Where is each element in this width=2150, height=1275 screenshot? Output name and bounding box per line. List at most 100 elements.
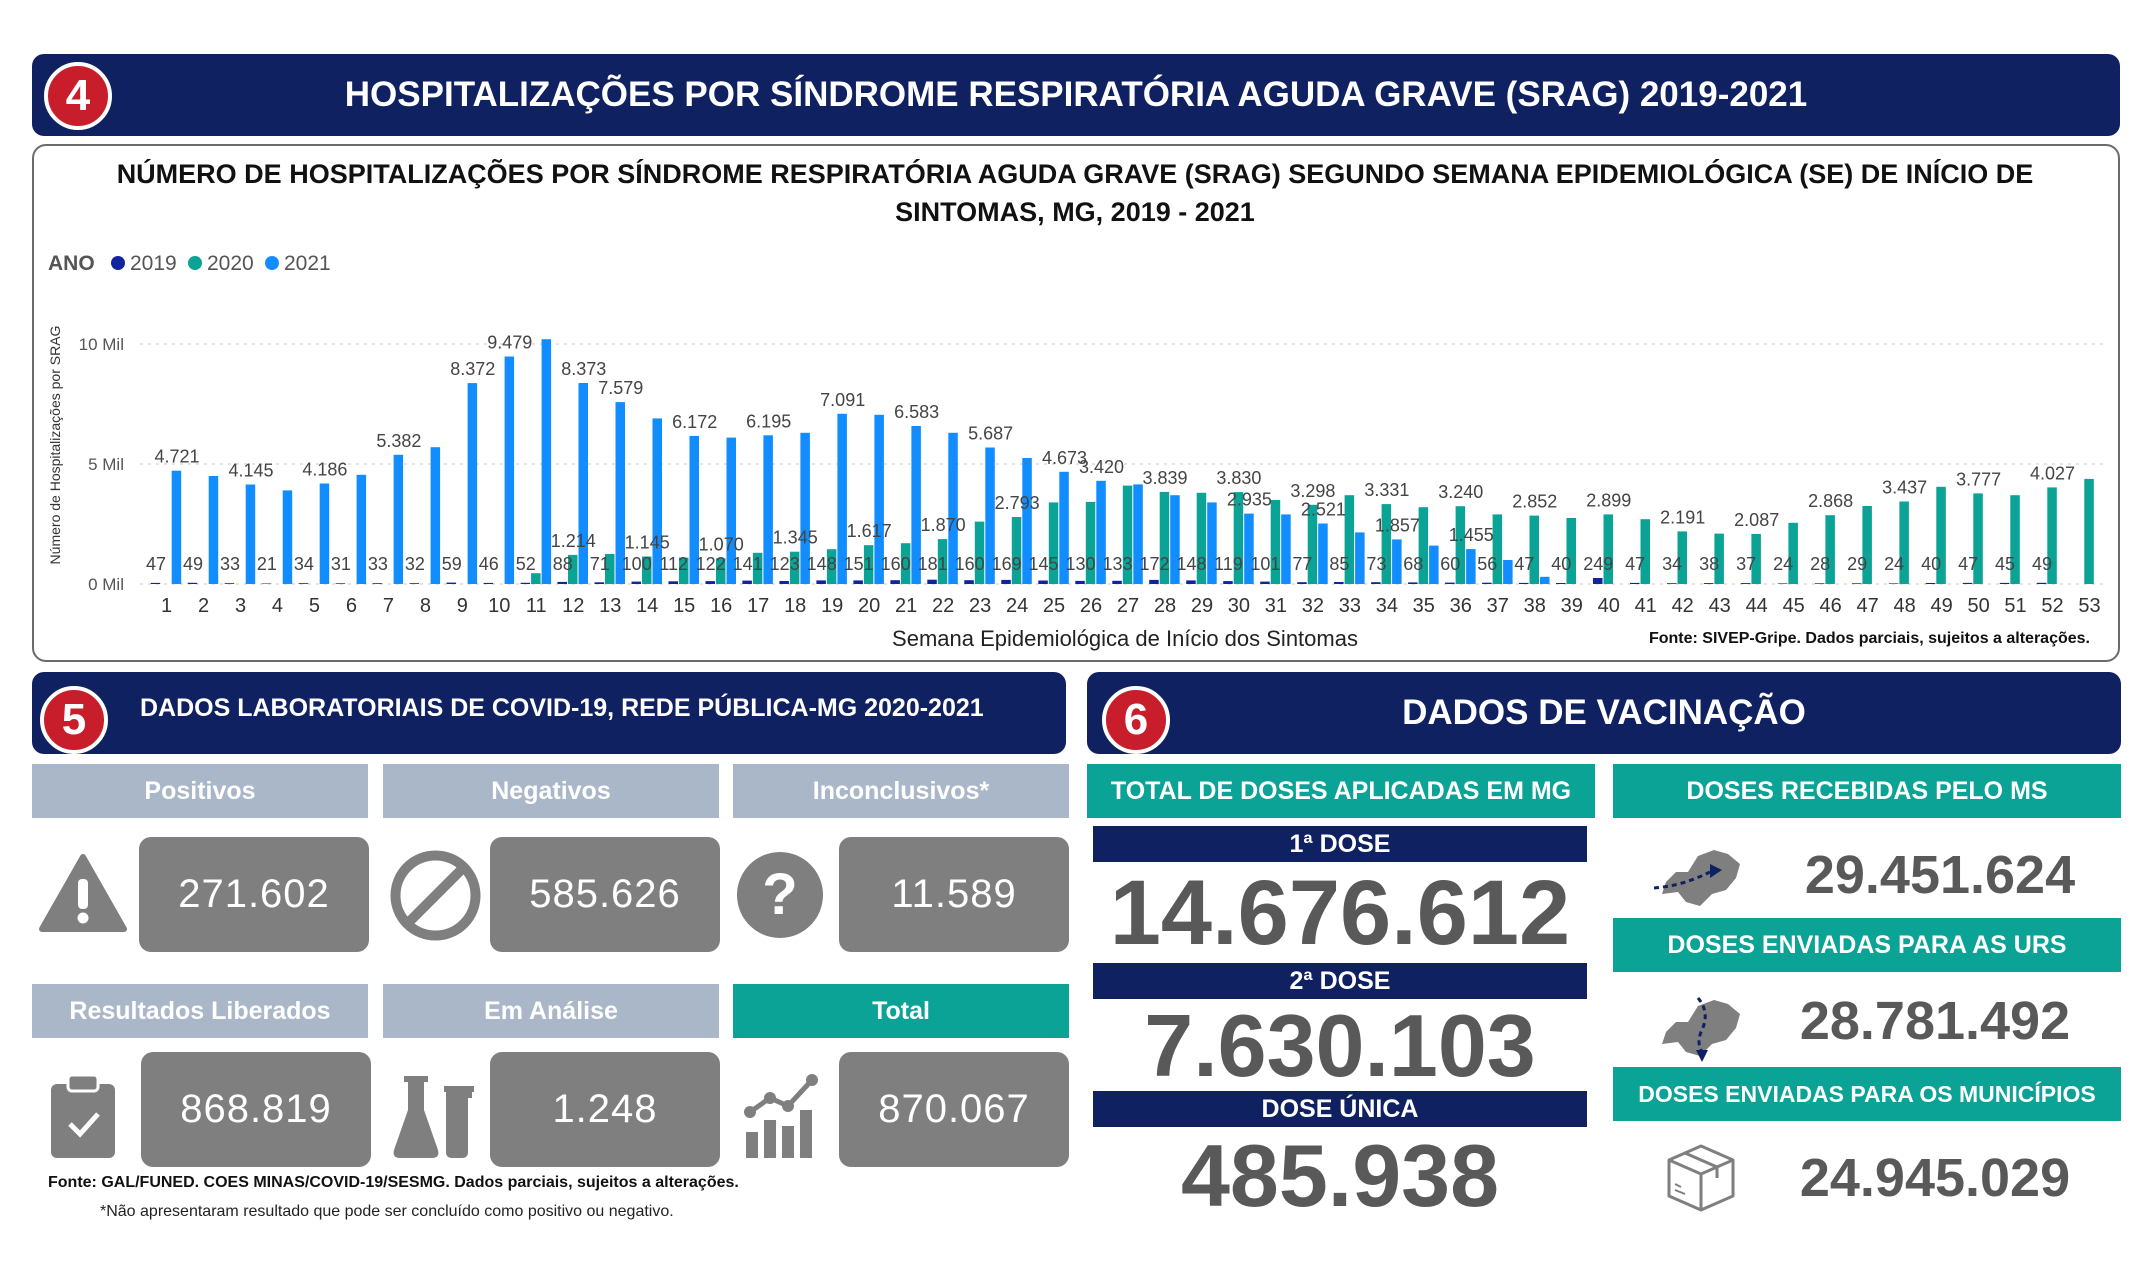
x-tick-label: 22 <box>932 595 954 617</box>
bar-2021-week-12 <box>578 383 588 584</box>
positivos-value: 271.602 <box>139 837 369 952</box>
data-label-2019-week-47: 29 <box>1847 554 1867 574</box>
bar-2020-week-42 <box>1677 531 1687 584</box>
bar-2020-week-26 <box>1085 501 1096 584</box>
bar-2021-week-3 <box>245 484 256 584</box>
bar-2019-week-50 <box>1962 582 1973 584</box>
bar-2019-week-28 <box>1149 579 1159 584</box>
bar-2019-week-34 <box>1371 582 1381 584</box>
bar-2020-week-33 <box>1344 495 1355 584</box>
bar-2021-week-28 <box>1170 495 1180 584</box>
bar-2020-week-11 <box>531 573 541 584</box>
data-label-2021-week-10: 9.479 <box>487 333 532 353</box>
data-label-2020-week-22: 1.870 <box>921 515 966 535</box>
bar-2020-week-36 <box>1455 506 1466 584</box>
x-tick-label: 36 <box>1450 595 1472 617</box>
legend-marker-2019 <box>111 256 125 270</box>
data-label-2019-week-34: 73 <box>1366 554 1386 574</box>
bar-2020-week-29 <box>1196 492 1207 584</box>
bar-2019-week-25 <box>1038 580 1048 584</box>
doses-recebidas-header: DOSES RECEBIDAS PELO MS <box>1613 764 2121 818</box>
data-label-2020-week-50: 3.777 <box>1956 469 2001 489</box>
bar-2021-week-11 <box>541 339 552 584</box>
data-label-2019-week-40: 249 <box>1583 554 1613 574</box>
legend-label-2020: 2020 <box>207 252 254 275</box>
data-label-2020-week-36: 3.240 <box>1438 482 1483 502</box>
data-label-2020-week-28: 3.839 <box>1142 468 1187 488</box>
y-tick-label: 5 Mil <box>88 455 124 474</box>
section6-badge: 6 <box>1102 686 1170 754</box>
x-tick-label: 29 <box>1191 595 1213 617</box>
bar-2021-week-1 <box>171 470 182 584</box>
bar-2021-week-15 <box>689 435 699 584</box>
data-label-2020-week-38: 2.852 <box>1512 492 1557 512</box>
data-label-2021-week-3: 4.145 <box>228 461 273 481</box>
bar-2019-week-37 <box>1482 582 1492 584</box>
bar-2020-week-50 <box>1973 493 1983 584</box>
lab-flask-icon <box>393 1076 474 1158</box>
data-label-2019-week-27: 133 <box>1102 554 1132 574</box>
bar-2019-week-27 <box>1112 580 1122 584</box>
data-label-2020-week-46: 2.868 <box>1808 491 1853 511</box>
data-label-2021-week-19: 7.091 <box>820 390 865 410</box>
y-tick-label: 10 Mil <box>79 335 124 354</box>
bar-2021-week-34 <box>1392 539 1402 584</box>
bar-2019-week-21 <box>890 580 900 584</box>
bar-2020-week-45 <box>1788 522 1798 584</box>
section6-title: DADOS DE VACINAÇÃO <box>1402 693 1806 732</box>
data-label-2019-week-49: 40 <box>1921 554 1941 574</box>
bar-2020-week-31 <box>1270 500 1281 584</box>
bar-2020-week-34 <box>1381 504 1392 584</box>
chart-title-line2: SINTOMAS, MG, 2019 - 2021 <box>895 197 1255 227</box>
bar-2020-week-19 <box>826 549 837 584</box>
chart-panel <box>32 144 2120 662</box>
bar-2019-week-7 <box>372 583 383 584</box>
x-tick-label: 21 <box>895 595 917 617</box>
bar-2019-week-40 <box>1593 578 1603 584</box>
bar-2019-week-5 <box>298 583 309 584</box>
bar-2020-week-20 <box>863 545 874 584</box>
growth-chart-icon <box>744 1074 818 1158</box>
data-label-2021-week-21: 6.583 <box>894 402 939 422</box>
data-label-2019-week-22: 181 <box>918 554 948 574</box>
data-label-2020-week-12: 1.214 <box>551 531 596 551</box>
bar-2019-week-22 <box>927 579 937 584</box>
x-tick-label: 51 <box>2004 595 2026 617</box>
x-tick-label: 43 <box>1709 595 1731 617</box>
doses-urs-value: 28.781.492 <box>1799 991 2071 1051</box>
bar-2019-week-33 <box>1334 582 1344 584</box>
data-label-2021-week-7: 5.382 <box>376 431 421 451</box>
data-label-2019-week-7: 33 <box>368 554 388 574</box>
data-label-2021-week-9: 8.372 <box>450 359 495 379</box>
bar-2019-week-44 <box>1740 583 1751 584</box>
bar-2019-week-29 <box>1186 580 1196 584</box>
x-tick-label: 49 <box>1930 595 1952 617</box>
data-label-2019-week-25: 145 <box>1028 554 1058 574</box>
bar-2020-week-27 <box>1122 485 1133 584</box>
bar-2019-week-8 <box>409 583 420 584</box>
doses-recebidas-value: 29.451.624 <box>1804 845 2076 905</box>
bar-2019-week-49 <box>1925 583 1936 584</box>
bar-2019-week-18 <box>779 581 789 584</box>
x-tick-label: 34 <box>1376 595 1398 617</box>
data-label-2019-week-21: 160 <box>881 554 911 574</box>
data-label-2019-week-29: 148 <box>1176 554 1206 574</box>
data-label-2019-week-30: 119 <box>1214 554 1243 574</box>
data-label-2020-week-40: 2.899 <box>1586 490 1631 510</box>
x-tick-label: 47 <box>1856 595 1878 617</box>
bar-2021-week-9 <box>467 383 478 584</box>
data-label-2019-week-39: 40 <box>1551 554 1571 574</box>
data-label-2020-week-24: 2.793 <box>995 493 1040 513</box>
bar-2020-week-47 <box>1862 506 1872 584</box>
bar-2021-week-6 <box>356 474 367 584</box>
x-tick-label: 46 <box>1819 595 1841 617</box>
data-label-2020-week-20: 1.617 <box>847 521 892 541</box>
bar-2021-week-4 <box>282 490 293 584</box>
bar-2021-week-32 <box>1318 523 1328 584</box>
bar-2020-week-40 <box>1603 514 1613 584</box>
x-tick-label: 20 <box>858 595 880 617</box>
bar-2020-week-16 <box>716 558 726 584</box>
x-tick-label: 39 <box>1561 595 1583 617</box>
data-label-2020-week-18: 1.345 <box>773 528 818 548</box>
data-label-2019-week-45: 24 <box>1773 554 1793 574</box>
